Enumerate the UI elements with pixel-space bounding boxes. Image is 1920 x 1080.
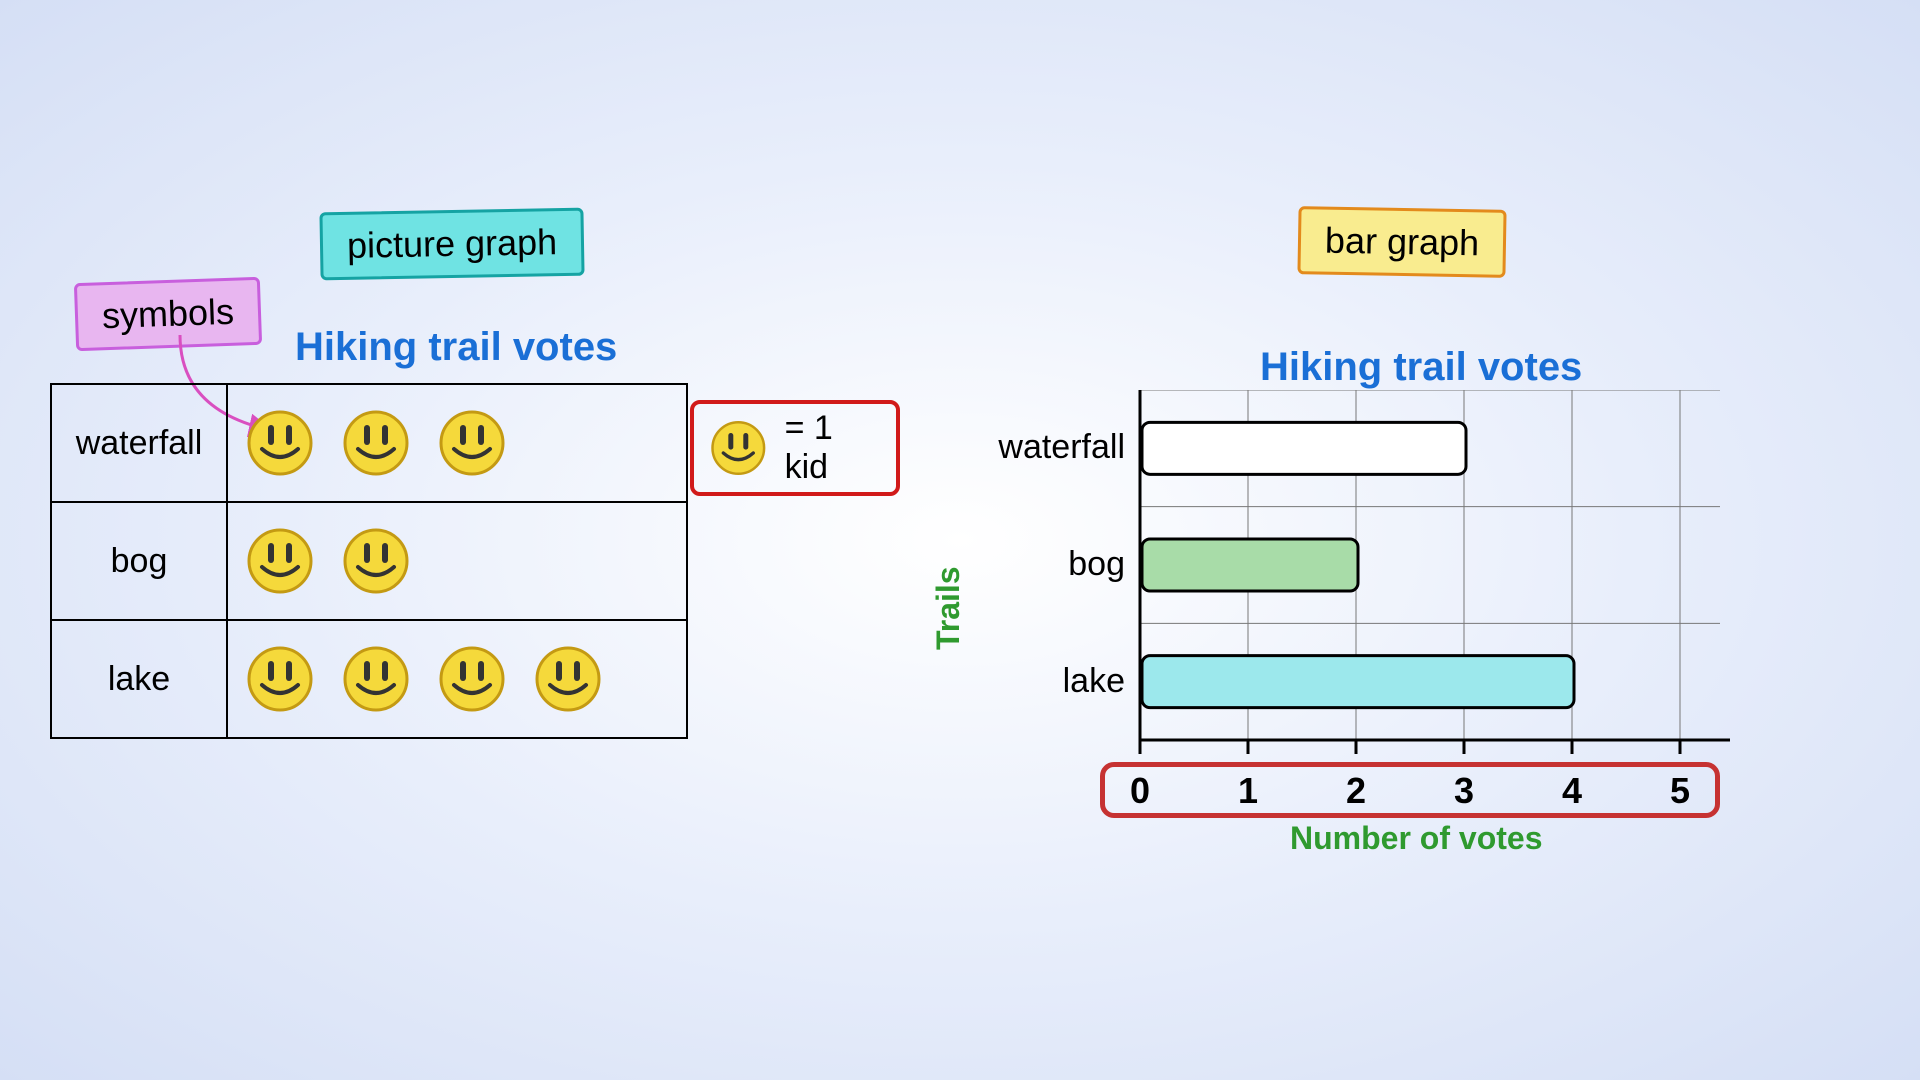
bar-chart: Trails Number of votes waterfallboglake0… xyxy=(940,390,1740,810)
smiley-icon xyxy=(438,409,506,477)
smiley-icon xyxy=(342,527,410,595)
bar-row-label: waterfall xyxy=(975,428,1125,467)
picto-row-icons xyxy=(227,384,687,502)
y-axis-label: Trails xyxy=(930,566,967,650)
smiley-icon xyxy=(246,645,314,713)
smiley-icon xyxy=(710,418,767,478)
x-tick-label: 0 xyxy=(1120,770,1160,812)
x-tick-label: 1 xyxy=(1228,770,1268,812)
xaxis-highlight xyxy=(1100,762,1720,818)
picto-row-label: bog xyxy=(51,502,227,620)
picto-row-label: lake xyxy=(51,620,227,738)
smiley-icon xyxy=(342,645,410,713)
smiley-icon xyxy=(342,409,410,477)
smiley-icon xyxy=(438,645,506,713)
smiley-icon xyxy=(246,527,314,595)
legend-text: = 1 kid xyxy=(785,409,880,487)
bar-row-label: lake xyxy=(975,662,1125,701)
x-tick-label: 4 xyxy=(1552,770,1592,812)
pictograph-title: Hiking trail votes xyxy=(295,325,617,370)
bar-row-label: bog xyxy=(975,545,1125,584)
picto-row-label: waterfall xyxy=(51,384,227,502)
pictograph-legend: = 1 kid xyxy=(690,400,900,496)
symbols-label: symbols xyxy=(74,277,262,351)
picture-graph-label: picture graph xyxy=(319,208,584,281)
x-tick-label: 3 xyxy=(1444,770,1484,812)
pictograph-table: waterfallboglake xyxy=(50,383,688,739)
bar-graph-label: bar graph xyxy=(1297,206,1506,278)
smiley-icon xyxy=(534,645,602,713)
x-tick-label: 5 xyxy=(1660,770,1700,812)
x-axis-label: Number of votes xyxy=(1290,820,1542,857)
smiley-icon xyxy=(246,409,314,477)
x-tick-label: 2 xyxy=(1336,770,1376,812)
picto-row-icons xyxy=(227,502,687,620)
barchart-title: Hiking trail votes xyxy=(1260,345,1582,390)
picto-row-icons xyxy=(227,620,687,738)
